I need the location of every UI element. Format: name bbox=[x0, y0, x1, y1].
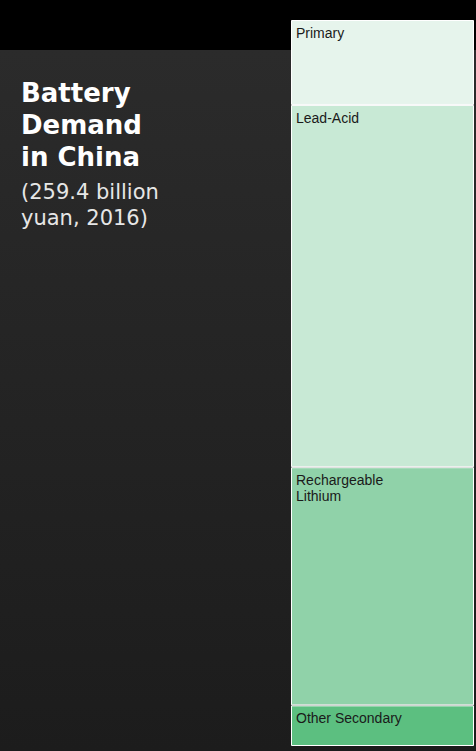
svg-text:in China: in China bbox=[21, 142, 140, 172]
svg-text:Other Secondary: Other Secondary bbox=[296, 710, 402, 726]
svg-text:(259.4 billion: (259.4 billion bbox=[21, 180, 159, 204]
svg-text:Lead-Acid: Lead-Acid bbox=[296, 110, 359, 126]
svg-text:Battery: Battery bbox=[21, 78, 131, 108]
svg-text:Rechargeable: Rechargeable bbox=[296, 472, 387, 488]
svg-text:Primary: Primary bbox=[296, 25, 344, 41]
svg-text:yuan, 2016): yuan, 2016) bbox=[21, 206, 148, 230]
svg-text:Lithium: Lithium bbox=[296, 488, 341, 504]
svg-text:Demand: Demand bbox=[21, 110, 142, 140]
